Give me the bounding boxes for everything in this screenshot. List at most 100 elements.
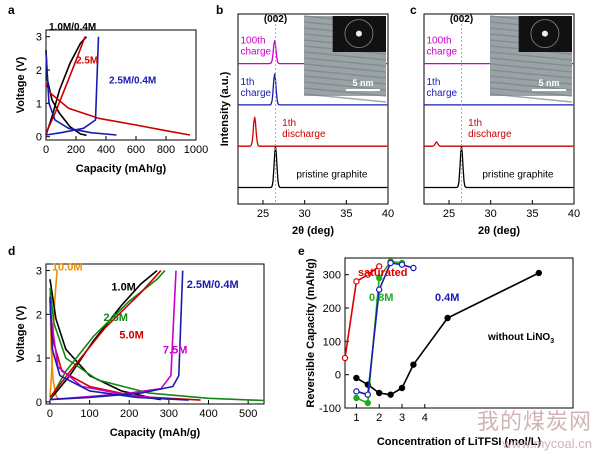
plot-frame-c <box>423 13 575 205</box>
b-xlabel: 2θ (deg) <box>292 225 334 237</box>
panel-label-d: d <box>8 244 15 258</box>
e-annotation: saturated <box>358 267 408 279</box>
e-data-point <box>353 278 360 285</box>
a-series-line <box>45 82 191 136</box>
c-xlabel: 2θ (deg) <box>478 225 520 237</box>
c-peak-label: (002) <box>450 14 473 25</box>
e-annotation: 0.4M <box>435 292 459 304</box>
e-data-point <box>341 354 349 362</box>
watermark: 我的煤炭网 www.mycoal.cn <box>477 404 592 451</box>
c-trace <box>424 141 574 147</box>
e-data-point <box>364 399 371 407</box>
b-xtick-label: 25 <box>257 208 269 220</box>
c-tem-fringe <box>489 51 573 61</box>
b-tem-fringe <box>303 69 387 79</box>
a-xtick-label: 200 <box>67 144 85 156</box>
b-trace <box>238 116 388 147</box>
a-xtick-label: 600 <box>127 144 145 156</box>
d-xtick-label: 200 <box>120 408 138 420</box>
c-xtick-label: 35 <box>526 208 538 220</box>
d-annotation: 7.5M <box>163 345 187 357</box>
c-tem-fringe <box>489 69 573 79</box>
b-trace-label: 1th <box>282 118 296 129</box>
d-xtick-label: 100 <box>80 408 98 420</box>
b-trace-label: 1th <box>241 77 255 88</box>
e-annotation: 0.8M <box>369 292 393 304</box>
b-trace-label: discharge <box>282 129 326 140</box>
c-saed-ring <box>530 19 560 48</box>
e-data-point <box>353 394 360 402</box>
d-xlabel: Capacity (mAh/g) <box>110 427 201 439</box>
a-xtick-label: 400 <box>97 144 115 156</box>
e-data-point <box>398 384 406 392</box>
a-ytick-label: 1 <box>36 98 42 110</box>
e-data-point <box>398 261 406 268</box>
a-annotation: 2.5M/0.4M <box>109 75 156 86</box>
e-data-point <box>410 361 417 368</box>
b-tem-fringe <box>303 63 387 73</box>
e-ytick-label: 200 <box>323 303 341 315</box>
d-ytick-label: 0 <box>36 397 42 409</box>
c-tem-fringe <box>489 63 573 73</box>
b-trace <box>238 145 388 189</box>
b-tem-fringe <box>303 51 387 61</box>
e-xlabel: Concentration of LiTFSI (mol/L) <box>377 436 542 448</box>
e-data-point <box>376 274 383 282</box>
c-tem-fringe <box>489 93 573 103</box>
c-tem-fringe <box>489 75 573 85</box>
e-data-point <box>376 389 383 397</box>
e-ytick-label: 100 <box>323 336 341 348</box>
b-tem-fringe <box>303 81 387 91</box>
a-ylabel: Voltage (V) <box>15 56 27 113</box>
b-scale-label: 5 nm <box>352 78 373 88</box>
e-data-point <box>353 374 360 382</box>
a-xtick-label: 1000 <box>184 144 208 156</box>
c-tem-fringe <box>489 57 573 67</box>
a-ytick-label: 0 <box>36 132 42 144</box>
a-series-line <box>45 53 117 136</box>
e-annotation: without LiNO3 <box>487 332 554 345</box>
e-series-line <box>356 262 414 396</box>
d-annotation: 1.0M <box>111 281 135 293</box>
b-trace <box>238 73 388 106</box>
e-xtick-label: 3 <box>399 412 405 424</box>
plot-frame-e <box>344 257 574 409</box>
d-ylabel: Voltage (V) <box>15 305 27 362</box>
d-xtick-label: 0 <box>47 408 53 420</box>
b-ylabel: Intensity (a.u.) <box>219 71 231 146</box>
c-saed-center <box>541 30 548 37</box>
e-data-point <box>387 259 394 267</box>
a-ytick-label: 2 <box>36 65 42 77</box>
b-trace-label: 100th <box>241 36 266 47</box>
b-tem-fringe <box>303 57 387 67</box>
panel-label-c: c <box>410 3 417 17</box>
b-tem-fringe <box>303 87 387 97</box>
d-xtick-label: 300 <box>160 408 178 420</box>
e-ytick-label: 300 <box>323 270 341 282</box>
e-data-point <box>376 263 383 270</box>
b-trace-label: charge <box>241 47 272 58</box>
d-ytick-label: 3 <box>36 266 42 278</box>
b-tem-fringe <box>303 75 387 85</box>
b-saed-ring <box>344 19 374 48</box>
d-series-line <box>49 270 166 400</box>
e-data-point <box>364 391 371 398</box>
e-data-point <box>410 264 417 272</box>
d-series-line <box>49 270 162 398</box>
c-trace-label: charge <box>427 47 458 58</box>
b-xtick-label: 40 <box>382 208 394 220</box>
a-ytick-label: 3 <box>36 32 42 44</box>
e-data-point <box>535 269 543 277</box>
d-series-line <box>49 288 265 402</box>
watermark-url: www.mycoal.cn <box>502 436 592 451</box>
d-annotation: 5.0M <box>119 329 143 341</box>
c-trace-label: pristine graphite <box>482 169 554 180</box>
b-xtick-label: 30 <box>299 208 311 220</box>
c-xtick-label: 25 <box>443 208 455 220</box>
b-trace-label: pristine graphite <box>296 169 368 180</box>
c-trace-label: charge <box>427 88 458 99</box>
d-annotation: 2.5M <box>103 312 127 324</box>
panel-label-b: b <box>216 3 223 17</box>
